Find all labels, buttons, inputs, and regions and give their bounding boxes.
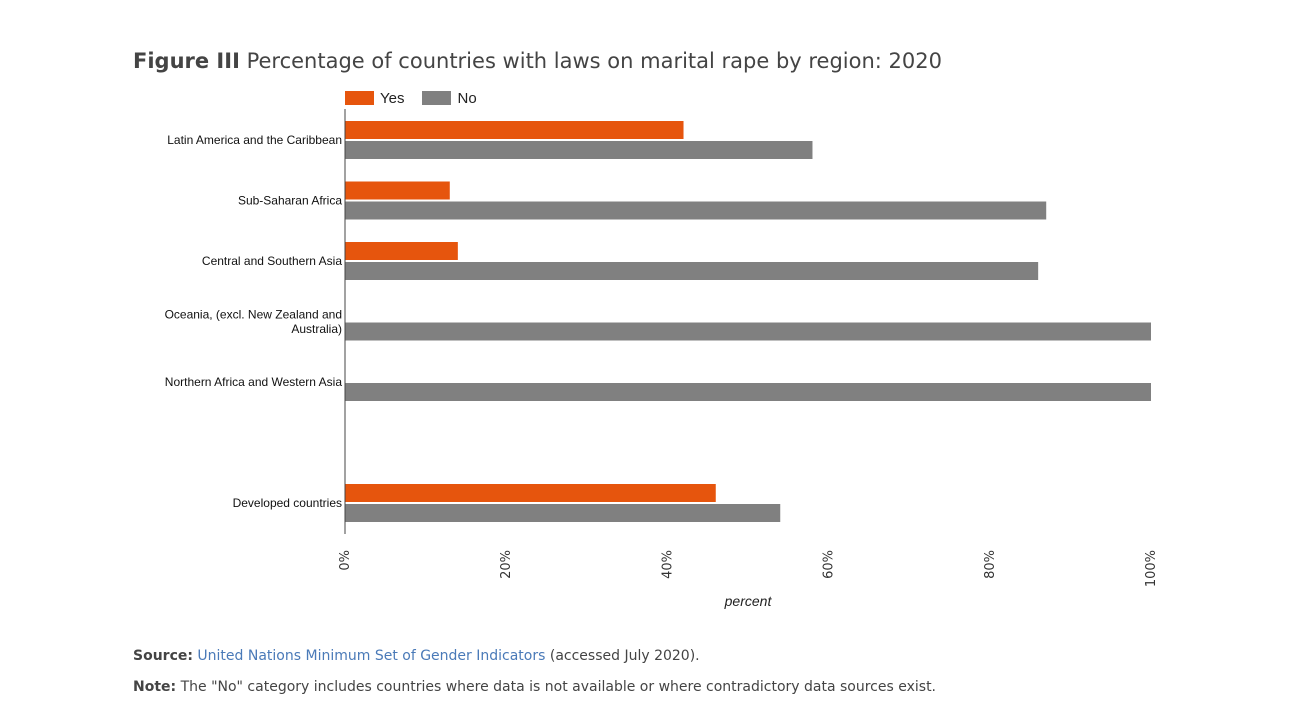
legend-item-no[interactable]: No [422,89,477,107]
source-line: Source: United Nations Minimum Set of Ge… [133,648,700,664]
x-tick-label: 0% [338,550,353,571]
bar-no-1 [345,201,1047,220]
bar-no-3 [345,322,1151,341]
bar-no-0 [345,141,813,159]
category-label: Latin America and the Caribbean [167,133,342,147]
bar-yes-6 [345,484,716,502]
legend-label-no: No [457,89,477,107]
x-tick-label: 40% [660,550,675,579]
category-label: Developed countries [233,496,342,510]
x-tick-label: 20% [499,550,514,579]
legend-item-yes[interactable]: Yes [345,90,404,107]
x-axis-label: percent [724,593,773,609]
bar-no-2 [345,262,1039,280]
figure-title: Percentage of countries with laws on mar… [246,49,942,73]
bar-no-4 [345,383,1151,401]
source-suffix: (accessed July 2020). [549,648,700,664]
category-label: Sub-Saharan Africa [238,194,342,208]
x-tick-label: 60% [822,550,837,579]
legend-swatch-no [422,91,452,105]
category-label: Northern Africa and Western Asia [165,375,343,389]
note-line: Note: The "No" category includes countri… [133,679,936,695]
category-label: Oceania, (excl. New Zealand and Australia… [165,307,342,336]
chart-title: Figure III Percentage of countries with … [133,49,942,73]
x-tick-label: 80% [983,550,998,579]
bar-yes-0 [345,121,684,139]
legend-label-yes: Yes [380,89,405,107]
source-link[interactable]: United Nations Minimum Set of Gender Ind… [197,648,546,664]
chart-legend: Yes No [345,89,495,107]
bar-yes-2 [345,242,458,260]
figure-label: Figure III [133,49,240,73]
note-text: The "No" category includes countries whe… [180,679,937,695]
bar-yes-1 [345,181,450,200]
note-label: Note: [133,679,177,695]
legend-swatch-yes [345,91,374,105]
category-label: Central and Southern Asia [202,254,342,268]
x-tick-label: 100% [1144,550,1159,587]
source-label: Source: [133,648,193,664]
bar-chart: Latin America and the Caribbean Sub-Sahar… [165,109,1159,609]
bar-no-6 [345,504,781,522]
